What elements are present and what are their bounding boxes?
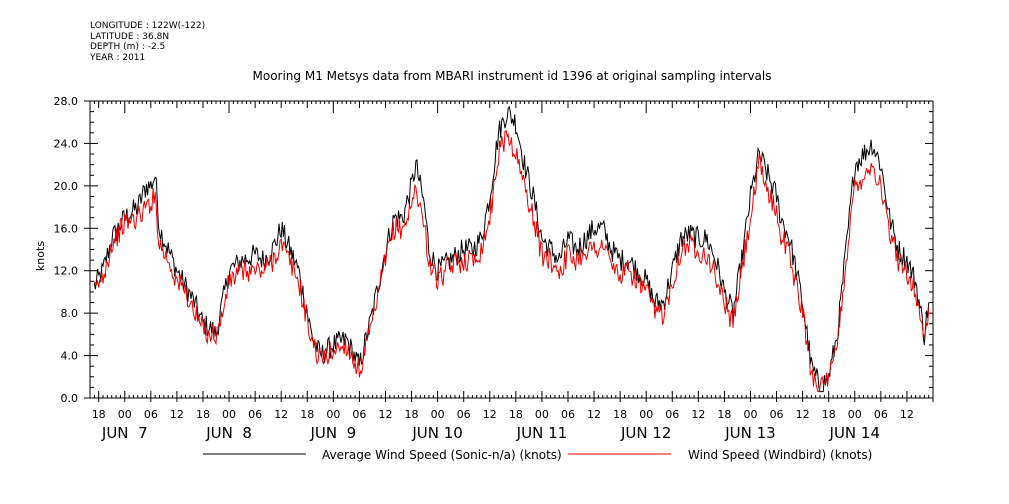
y-tick-label: 8.0 [61,307,79,320]
x-day-label: JUN 11 [516,424,567,442]
y-axis-label: knots [34,241,47,271]
series-line-windbird [93,129,930,393]
x-hour-label: 18 [92,408,106,421]
y-tick-label: 24.0 [54,137,79,150]
y-axis: 0.0 4.0 8.0 12.0 16.0 20.0 24.0 28.0 [54,95,933,405]
x-hour-label: 06 [874,408,888,421]
y-tick-label: 0.0 [61,392,79,405]
x-hour-label: 06 [144,408,158,421]
chart-title: Mooring M1 Metsys data from MBARI instru… [253,69,772,83]
x-hour-label: 12 [378,408,392,421]
legend-label-average-wind: Average Wind Speed (Sonic-n/a) (knots) [322,448,562,462]
x-hour-label: 00 [535,408,549,421]
x-hour-label: 00 [118,408,132,421]
series-group [93,105,930,393]
x-day-label: JUN 7 [101,424,148,442]
latitude-label: LATITUDE : 36.8N [90,31,170,42]
x-hour-label: 06 [248,408,262,421]
x-hour-label: 06 [665,408,679,421]
x-hour-label: 18 [196,408,210,421]
series-line-average-wind [93,105,930,393]
x-hour-label: 18 [405,408,419,421]
year-label: YEAR : 2011 [90,52,146,63]
x-hour-label: 18 [613,408,627,421]
y-tick-label: 4.0 [61,350,79,363]
x-hour-label: 00 [639,408,653,421]
x-hour-label: 00 [848,408,862,421]
x-hour-label: 00 [222,408,236,421]
longitude-label: LONGITUDE : 122W(-122) [90,21,206,31]
x-day-label: JUN 12 [620,424,671,442]
x-hour-label: 12 [483,408,497,421]
x-hour-label: 00 [326,408,340,421]
x-hour-label: 12 [274,408,288,421]
x-hour-label: 00 [431,408,445,421]
x-hour-label: 18 [509,408,523,421]
y-tick-label: 16.0 [54,222,79,235]
x-day-label: JUN 13 [724,424,775,442]
legend: Average Wind Speed (Sonic-n/a) (knots) Wi… [203,448,872,462]
x-day-label: JUN 9 [309,424,356,442]
x-hour-label: 12 [796,408,810,421]
x-day-label: JUN 14 [829,424,880,442]
x-hour-label: 06 [770,408,784,421]
legend-label-windbird: Wind Speed (Windbird) (knots) [688,448,872,462]
x-hour-label: 12 [691,408,705,421]
x-day-label: JUN 8 [205,424,252,442]
x-hour-label: 18 [717,408,731,421]
y-tick-label: 28.0 [54,95,79,108]
metadata-block: LONGITUDE : 122W(-122) LATITUDE : 36.8N … [90,21,205,63]
y-tick-label: 20.0 [54,180,79,193]
x-hour-label: 18 [822,408,836,421]
x-day-label: JUN 10 [411,424,462,442]
x-hour-label: 12 [170,408,184,421]
y-tick-label: 12.0 [54,265,79,278]
x-hour-label: 18 [300,408,314,421]
x-axis: 18 00 06 12 18 00 06 12 18 00 06 12 18 00 06 12 18 00 06 12… [89,101,934,442]
x-hour-label: 00 [743,408,757,421]
x-hour-label: 06 [457,408,471,421]
x-hour-label: 12 [587,408,601,421]
x-hour-label: 06 [352,408,366,421]
depth-label: DEPTH (m) : -2.5 [90,42,166,52]
x-hour-label: 06 [561,408,575,421]
x-hour-label: 12 [900,408,914,421]
